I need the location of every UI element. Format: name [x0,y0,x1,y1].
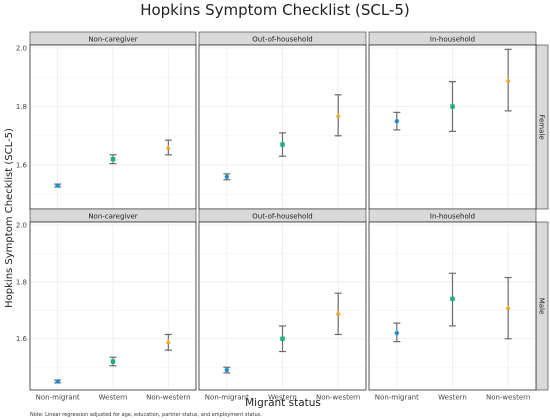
footnote: Note: Linear regression adjusted for age… [30,412,262,418]
data-point-group [449,272,456,327]
y-tick-label: 1.8 [16,103,27,111]
point-marker [450,296,455,302]
data-point-group [504,276,512,340]
panel-border [29,221,197,391]
x-tick-label: Non-migrant [205,394,249,402]
column-strip-label: Out-of-household [252,36,312,44]
point-marker [335,112,341,118]
data-point-group [223,366,231,374]
data-point-group [334,94,342,137]
point-marker [55,379,60,384]
x-axis-title: Migrant status [245,397,321,409]
column-strip-label: Non-caregiver [88,213,137,221]
x-tick-label: Non-western [146,394,190,402]
column-strip-label: In-household [430,36,475,44]
data-point-group [164,333,172,351]
point-marker [110,157,116,162]
data-point-group [164,139,172,156]
x-tick-label: Non-migrant [36,394,80,402]
data-point-group [279,325,286,353]
data-point-group [223,173,231,181]
x-tick-label: Non-migrant [375,394,419,402]
point-marker [224,367,230,373]
point-marker [394,330,400,336]
column-strip-label: Non-caregiver [88,36,137,44]
data-point-group [109,356,117,367]
row-strip-label: Female [538,114,546,139]
chart-title: Hopkins Symptom Checklist (SCL-5) [140,1,410,19]
data-point-group [449,81,456,132]
y-axis-title: Hopkins Symptom Checklist (SCL-5) [4,128,15,308]
point-marker [450,104,455,109]
x-tick-label: Western [438,394,467,402]
point-marker [110,359,116,364]
point-marker [55,183,60,188]
data-point-group [393,322,401,343]
y-tick-label: 2.0 [16,221,27,229]
y-tick-label: 1.6 [16,335,28,343]
column-strip-label: In-household [430,213,475,221]
point-marker [394,118,400,124]
point-marker [224,174,230,179]
data-point-group [279,132,286,157]
data-point-group [334,292,342,336]
x-tick-label: Western [99,394,128,402]
point-marker [280,142,285,147]
x-tick-label: Non-western [486,394,530,402]
x-tick-label: Non-western [316,394,360,402]
data-point-group [393,111,401,131]
point-marker [165,144,171,150]
panel-border [368,221,537,391]
panel-border [198,221,367,391]
point-marker [505,304,511,310]
y-tick-label: 2.0 [16,44,27,52]
x-tick-label: Western [268,394,297,402]
point-marker [280,336,285,341]
data-point-group [54,183,62,188]
point-marker [335,310,341,316]
data-point-group [504,48,512,112]
data-point-group [109,154,117,165]
facet-grid: Female 1.6 1.8 2.0 Non-caregiver Out-of-house… [16,31,549,402]
column-strip-label: Out-of-household [252,213,312,221]
point-marker [165,338,171,344]
y-tick-label: 1.8 [16,278,27,286]
y-tick-label: 1.6 [16,162,28,170]
row-strip-label: Male [538,298,546,315]
data-point-group [54,379,62,384]
point-marker [505,77,511,83]
